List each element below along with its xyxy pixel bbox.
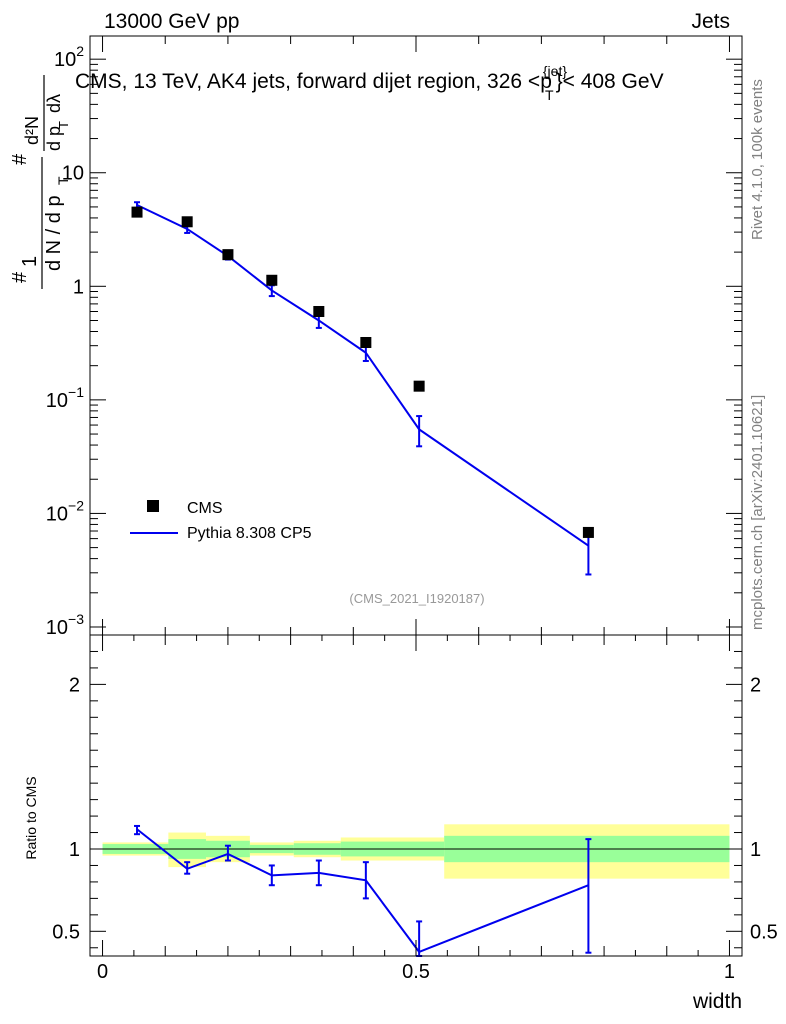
ratio-ytick-label: 2 (69, 674, 80, 696)
legend-cms-marker (147, 500, 159, 512)
ratio-ylabel: Ratio to CMS (23, 776, 39, 859)
svg-text:1: 1 (19, 256, 41, 267)
ratio-ytick-label: 0.5 (52, 921, 80, 943)
cms-point (582, 526, 594, 538)
ratio-xtick-label: 0 (97, 961, 108, 983)
cms-point (181, 216, 193, 228)
ratio-xtick-label: 1 (724, 961, 735, 983)
main-marks (131, 201, 594, 576)
svg-text:T: T (55, 176, 71, 185)
cms-point (360, 336, 372, 348)
cms-point (131, 206, 143, 218)
main-ytick-label: 102 (54, 43, 84, 71)
ratio-ticks: 0.5 0.5 1 1 2 2 0 0.5 1 (52, 635, 778, 983)
svg-text:T: T (56, 121, 71, 129)
svg-text:#: # (9, 153, 31, 165)
ratio-marks (90, 824, 742, 957)
ratio-ytick-label: 1 (69, 839, 80, 861)
header-right: Jets (691, 10, 730, 33)
main-plot-frame (89, 35, 743, 636)
cms-point (413, 380, 425, 392)
header-left: 13000 GeV pp (104, 10, 239, 33)
svg-text:d N / d p: d N / d p (43, 195, 65, 271)
main-ytick-label: 10−2 (46, 497, 84, 525)
cms-point (222, 249, 234, 261)
svg-text:dλ: dλ (44, 94, 64, 113)
plot-title: CMS, 13 TeV, AK4 jets, forward dijet reg… (75, 63, 664, 103)
legend-pythia-label: Pythia 8.308 CP5 (187, 525, 312, 542)
mcplots-label: mcplots.cern.ch [arXiv:2401.10621] (749, 395, 766, 630)
svg-text:d p: d p (44, 126, 64, 151)
main-ticks: 10−3 10−2 10−1 1 10 102 (46, 36, 742, 639)
ratio-ytick-label-right: 2 (750, 674, 761, 696)
legend-cms-label: CMS (187, 500, 223, 517)
legend: CMS Pythia 8.308 CP5 (130, 500, 312, 542)
main-ytick-label: 10 (62, 163, 84, 185)
ratio-plot-frame (89, 634, 743, 957)
ratio-plot: 0.5 0.5 1 1 2 2 0 0.5 1 (52, 634, 778, 983)
ratio-pythia-line (136, 828, 589, 954)
svg-text:#: # (9, 271, 31, 283)
main-ylabel: # 1 d N / d p T # d²N d p T dλ (9, 75, 71, 289)
pythia-line (136, 204, 589, 547)
main-ytick-label: 10−1 (46, 384, 84, 412)
main-ytick-label: 10−3 (46, 611, 84, 639)
main-ytick-label: 1 (73, 276, 84, 298)
analysis-watermark: (CMS_2021_I1920187) (349, 591, 484, 606)
svg-text:d²N: d²N (22, 116, 42, 145)
cms-point (266, 274, 278, 286)
ratio-ytick-label-right: 0.5 (750, 921, 778, 943)
main-plot: 10−3 10−2 10−1 1 10 102 (46, 35, 743, 639)
x-axis-label: width (692, 990, 742, 1013)
ratio-ytick-label-right: 1 (750, 839, 761, 861)
ratio-xtick-label: 0.5 (402, 961, 430, 983)
rivet-version-label: Rivet 4.1.0, 100k events (749, 79, 766, 240)
cms-point (313, 305, 325, 317)
